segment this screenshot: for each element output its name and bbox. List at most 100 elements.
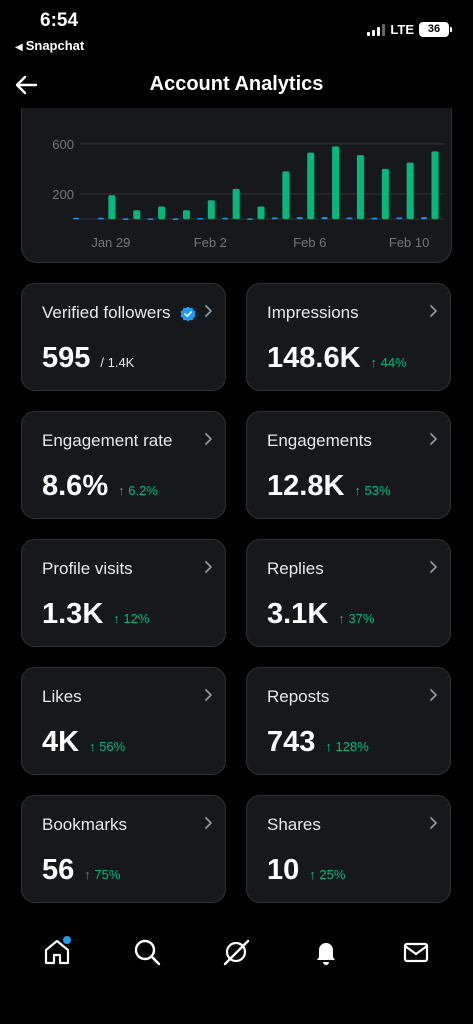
metric-label: Engagement rate: [42, 431, 173, 450]
metric-card[interactable]: Bookmarks 56 ↑ 75%: [21, 795, 226, 903]
y-tick-label: 600: [52, 137, 74, 152]
nav-notifications[interactable]: [306, 932, 346, 972]
metric-value-row: 56 ↑ 75%: [42, 854, 120, 887]
chart-bar: [356, 155, 364, 219]
signal-icon: [367, 23, 386, 36]
chart-bar-secondary: [147, 218, 154, 220]
chevron-right-icon: [205, 305, 212, 317]
chart-bar-secondary: [122, 218, 129, 220]
chart-bar: [232, 188, 240, 219]
chart-bar: [431, 151, 439, 219]
metric-value-row: 12.8K ↑ 53%: [267, 470, 391, 503]
chart-bar-secondary: [222, 217, 229, 220]
chevron-right-icon: [205, 433, 212, 445]
chevron-right-icon: [205, 817, 212, 829]
page-title: Account Analytics: [149, 73, 324, 95]
metric-card[interactable]: Likes 4K ↑ 56%: [21, 667, 226, 775]
nav-home[interactable]: [37, 932, 77, 972]
chevron-right-icon: [430, 561, 437, 573]
chevron-right-icon: [430, 689, 437, 701]
metric-value-row: 8.6% ↑ 6.2%: [42, 470, 158, 503]
metric-label: Replies: [267, 559, 324, 578]
metric-card[interactable]: Shares 10 ↑ 25%: [246, 795, 451, 903]
chart-bar: [257, 206, 265, 219]
messages-icon: [403, 942, 429, 963]
chevron-right-icon: [205, 689, 212, 701]
metric-value: 3.1K: [267, 598, 329, 630]
chart-bar: [282, 171, 290, 219]
chart-bar-secondary: [421, 217, 427, 219]
arrow-left-icon[interactable]: [12, 70, 42, 100]
y-tick-label: 200: [52, 187, 74, 202]
chart-bar-secondary: [73, 217, 79, 220]
metric-card[interactable]: Profile visits 1.3K ↑ 12%: [21, 539, 226, 647]
metric-value: 8.6%: [42, 470, 109, 502]
page-header: Account Analytics: [0, 64, 473, 108]
chart-bar: [381, 168, 389, 219]
metric-card[interactable]: Replies 3.1K ↑ 37%: [246, 539, 451, 647]
grok-icon: [224, 939, 250, 966]
metric-change: ↑ 25%: [309, 867, 346, 882]
chart-bar: [307, 152, 315, 219]
metric-change: ↑ 56%: [89, 739, 126, 754]
home-icon: [44, 939, 69, 965]
metric-card[interactable]: Verified followers 595 / 1.4K: [21, 283, 226, 391]
metric-label: Verified followers: [42, 303, 171, 322]
chart-bar: [182, 210, 190, 219]
metric-change: ↑ 53%: [354, 483, 391, 498]
chart-bar: [108, 195, 116, 219]
x-tick-label: Jan 29: [91, 235, 130, 250]
chart-bar-secondary: [197, 217, 204, 220]
nav-grok[interactable]: [216, 932, 256, 972]
back-app-label: Snapchat: [25, 38, 85, 53]
metric-value-row: 4K ↑ 56%: [42, 726, 125, 759]
notifications-icon: [317, 943, 336, 965]
chart-bar-secondary: [172, 218, 179, 220]
chart-bar: [406, 162, 414, 219]
chevron-right-icon: [205, 561, 212, 573]
chart-bar-secondary: [296, 217, 303, 219]
metric-value-row: 595 / 1.4K: [42, 342, 134, 375]
metric-card[interactable]: Engagements 12.8K ↑ 53%: [246, 411, 451, 519]
status-bar: 6:54 ◀ Snapchat LTE 36: [0, 0, 473, 60]
metric-value-row: 1.3K ↑ 12%: [42, 598, 149, 631]
nav-messages[interactable]: [396, 932, 436, 972]
metric-change: ↑ 6.2%: [118, 483, 158, 498]
metric-label: Shares: [267, 815, 321, 834]
metric-label: Likes: [42, 687, 82, 706]
chart-bar: [158, 206, 166, 219]
chevron-right-icon: [430, 817, 437, 829]
chart-bar: [133, 210, 141, 219]
battery-icon: 36: [419, 22, 452, 37]
chart-bar-secondary: [371, 217, 378, 220]
metric-change: ↑ 37%: [338, 611, 375, 626]
metric-value-row: 10 ↑ 25%: [267, 854, 345, 887]
metric-value: 743: [267, 726, 316, 758]
metric-value: 1.3K: [42, 598, 104, 630]
notification-dot: [62, 936, 71, 944]
metric-card[interactable]: Impressions 148.6K ↑ 44%: [246, 283, 451, 391]
metric-label: Impressions: [267, 303, 359, 322]
x-tick-label: Feb 10: [389, 235, 429, 250]
chevron-right-icon: [430, 305, 437, 317]
nav-search[interactable]: [127, 932, 167, 972]
chart-bar-secondary: [346, 217, 353, 219]
metric-label: Engagements: [267, 431, 372, 450]
metric-value-row: 743 ↑ 128%: [267, 726, 369, 759]
metric-card[interactable]: Reposts 743 ↑ 128%: [246, 667, 451, 775]
metric-change: ↑ 44%: [370, 355, 407, 370]
status-indicators: LTE 36: [367, 22, 452, 37]
metric-value-row: 148.6K ↑ 44%: [267, 342, 407, 375]
back-triangle-icon: ◀: [15, 42, 23, 53]
metric-label: Reposts: [267, 687, 330, 706]
chart-bar-secondary: [271, 217, 278, 219]
metric-value: 12.8K: [267, 470, 345, 502]
back-to-app-link[interactable]: ◀ Snapchat: [15, 38, 84, 53]
bottom-nav: [0, 920, 473, 984]
search-icon: [134, 939, 160, 966]
metric-label: Bookmarks: [42, 815, 128, 834]
metric-card[interactable]: Engagement rate 8.6% ↑ 6.2%: [21, 411, 226, 519]
chart-bar-secondary: [97, 217, 104, 220]
chevron-right-icon: [430, 433, 437, 445]
verified-badge-icon: [180, 306, 196, 322]
